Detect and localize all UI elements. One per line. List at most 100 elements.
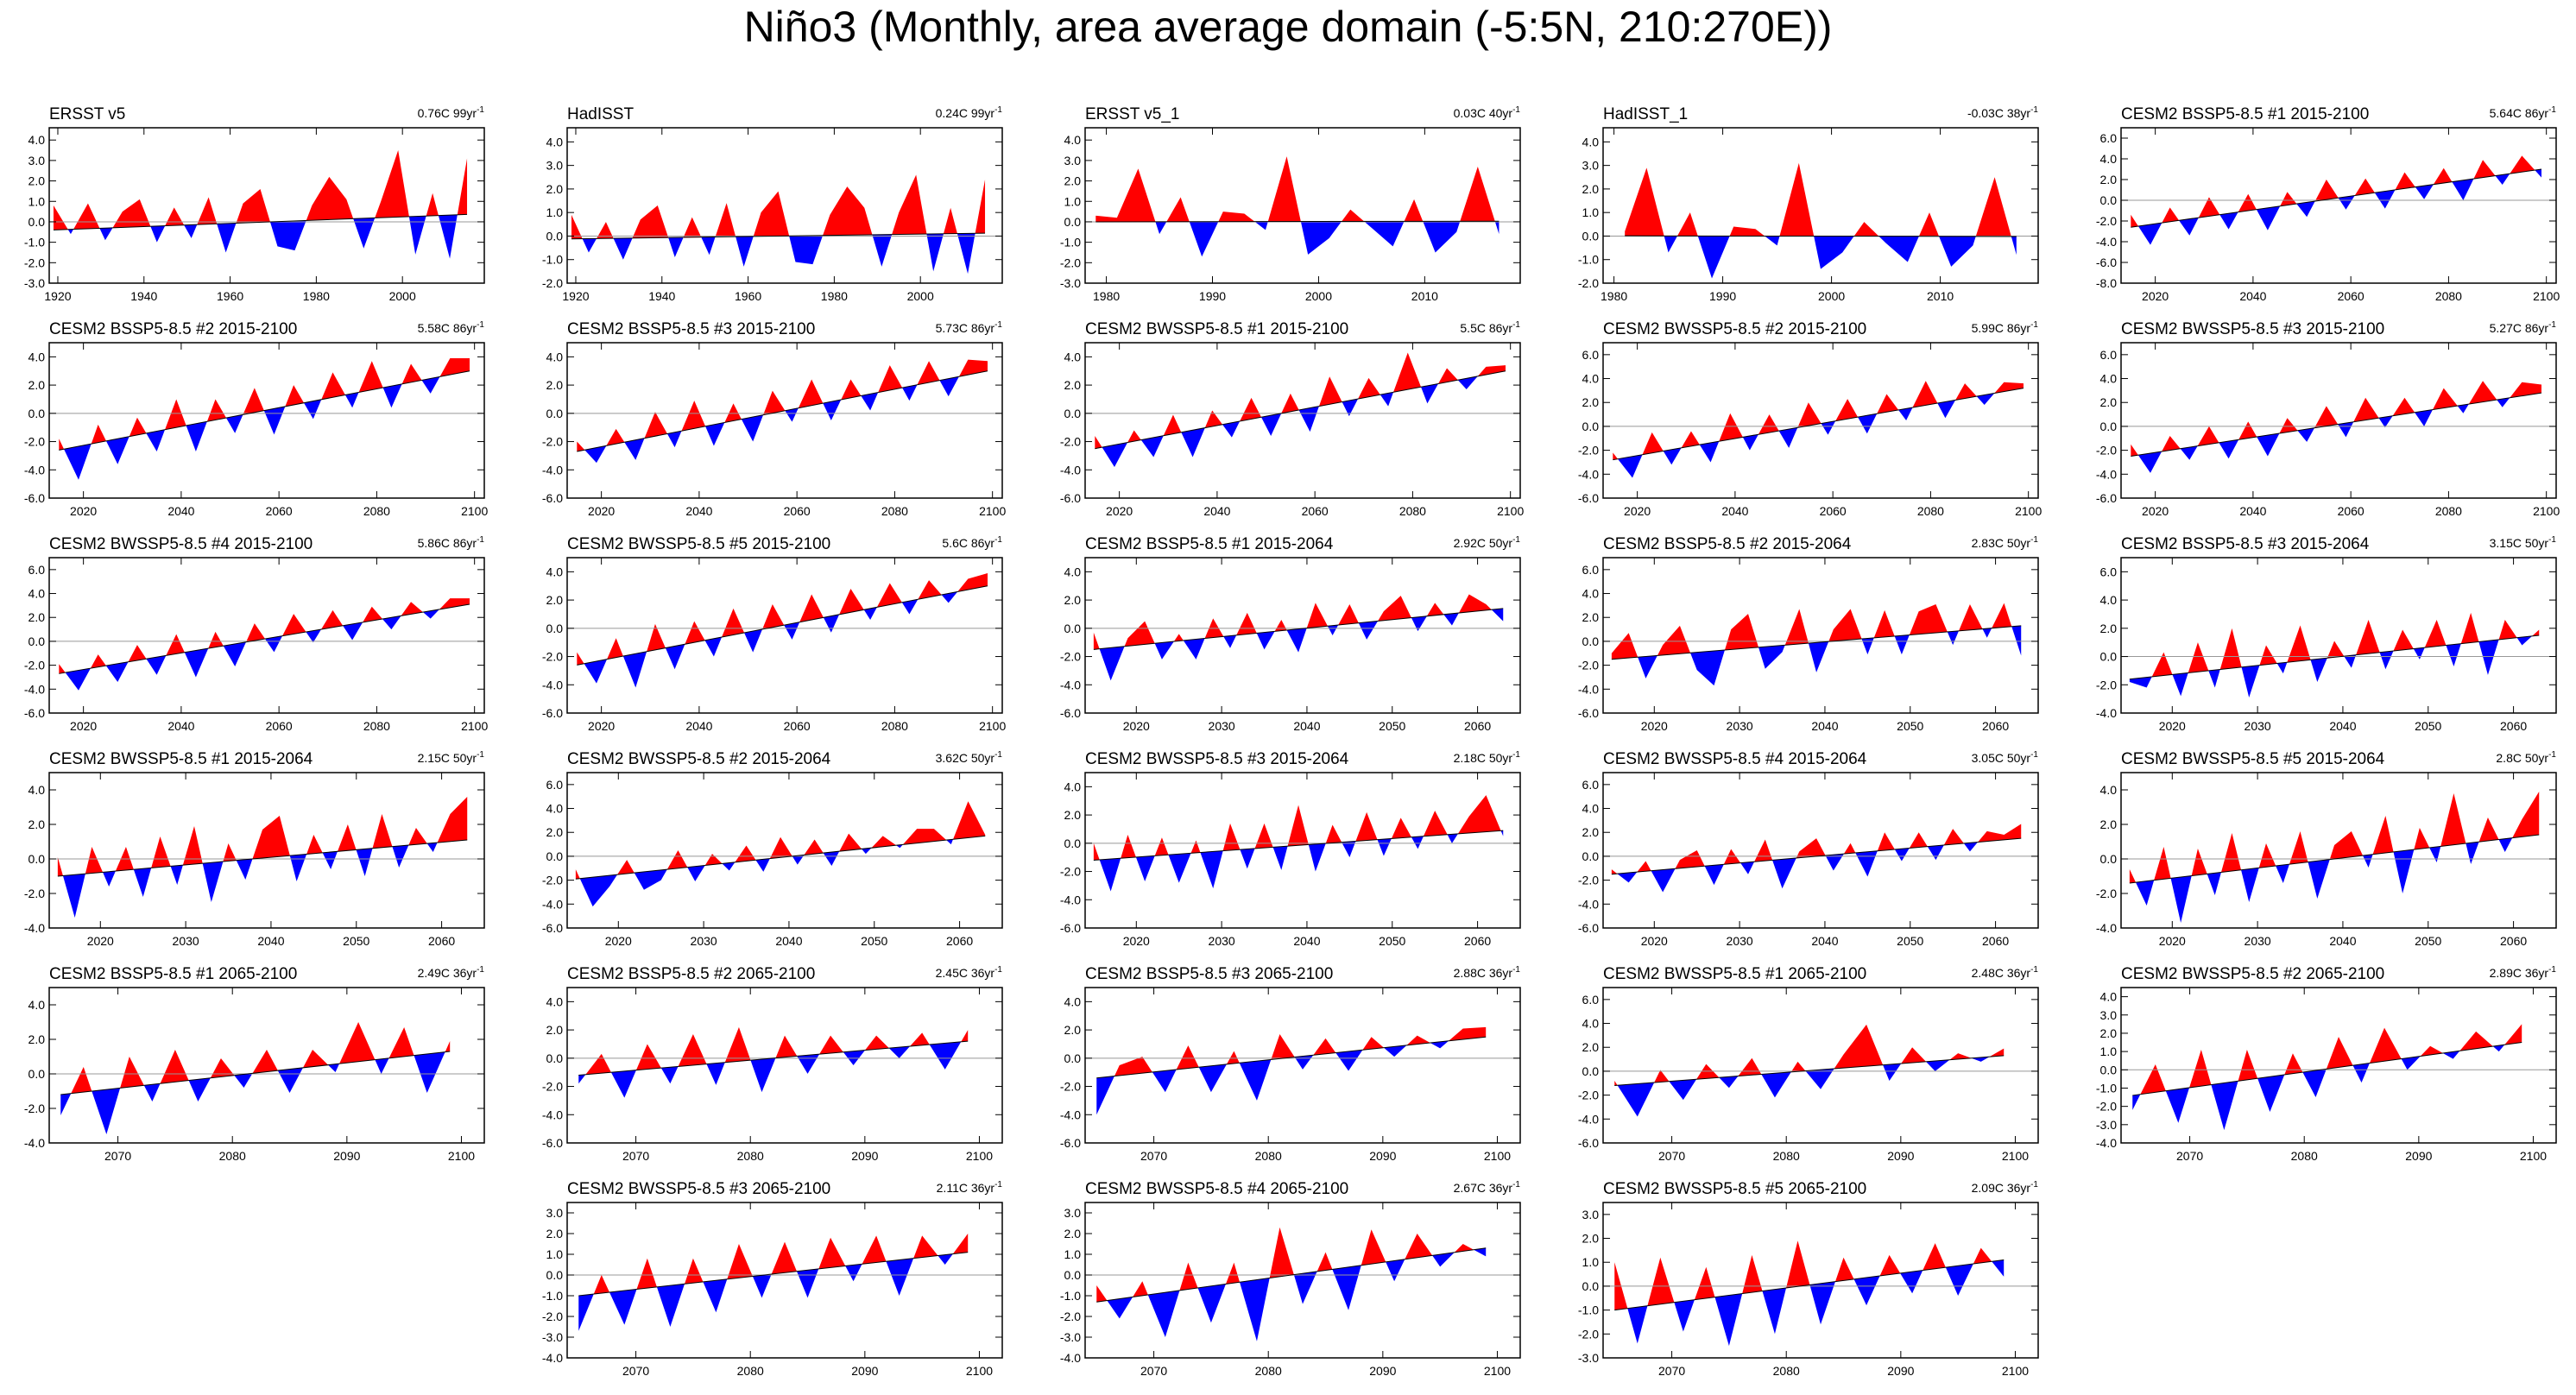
- panel-title: CESM2 BSSP5-8.5 #1 2015-2064: [1085, 535, 1334, 553]
- y-tick-label: 2.0: [546, 593, 564, 607]
- y-tick-label: -2.0: [24, 659, 45, 672]
- trend-line: [2129, 634, 2540, 680]
- y-tick-label: 2.0: [2100, 395, 2118, 409]
- trend-annotation-sup: -1: [1512, 320, 1520, 330]
- y-tick-label: 0.0: [546, 229, 564, 243]
- x-tick-label: 2030: [1209, 934, 1235, 948]
- trend-annotation: 2.45C 36yr-1: [936, 965, 1003, 980]
- y-tick-label: -6.0: [1578, 921, 1599, 935]
- y-tick-label: -1.0: [1060, 1289, 1081, 1303]
- trend-annotation-sup: -1: [2548, 750, 2556, 760]
- panel-title: CESM2 BSSP5-8.5 #2 2015-2064: [1603, 535, 1852, 553]
- y-tick-label: 4.0: [28, 587, 46, 601]
- trend-line: [1614, 1055, 2005, 1087]
- x-tick-label: 2100: [2002, 1149, 2029, 1163]
- y-tick-label: -1.0: [542, 1289, 563, 1303]
- plot-frame: [1602, 342, 2039, 499]
- y-tick-label: 2.0: [1064, 593, 1082, 607]
- trend-annotation: 3.62C 50yr-1: [936, 750, 1003, 765]
- y-tick-label: -4.0: [1060, 1351, 1081, 1365]
- x-tick-label: 2040: [257, 934, 284, 948]
- panel-title: CESM2 BWSSP5-8.5 #3 2015-2064: [1085, 750, 1349, 768]
- trend-annotation: 2.49C 36yr-1: [418, 965, 485, 980]
- x-tick-label: 2040: [2329, 934, 2356, 948]
- trend-annotation-text: 2.49C 36yr: [418, 966, 477, 980]
- x-tick-label: 2060: [1464, 934, 1491, 948]
- panel: CESM2 BSSP5-8.5 #2 2065-2100 2.45C 36yr-1…: [542, 965, 1003, 1163]
- y-tick-label: -2.0: [1578, 659, 1599, 672]
- y-tick-label: 4.0: [1582, 135, 1600, 148]
- y-tick-label: 0.0: [1064, 1051, 1082, 1065]
- trend-line: [1611, 837, 2022, 875]
- y-tick-label: -4.0: [1060, 463, 1081, 477]
- plot-frame: [48, 987, 485, 1144]
- y-tick-label: -6.0: [542, 921, 563, 935]
- x-tick-label: 2090: [851, 1149, 878, 1163]
- x-tick-label: 2070: [104, 1149, 131, 1163]
- y-tick-label: 1.0: [546, 1247, 564, 1261]
- y-tick-label: 0.0: [28, 215, 46, 229]
- trend-annotation: 2.11C 36yr-1: [937, 1180, 1003, 1195]
- y-tick-label: 2.0: [1582, 182, 1600, 196]
- x-tick-label: 2020: [87, 934, 114, 948]
- plot-frame: [1602, 127, 2039, 284]
- x-tick-label: 2050: [1897, 719, 1923, 733]
- plot-frame: [2120, 127, 2557, 284]
- trend-line: [575, 835, 986, 880]
- y-tick-label: -2.0: [2096, 444, 2117, 458]
- y-tick-label: 0.0: [1582, 634, 1600, 648]
- x-tick-label: 2080: [2435, 289, 2462, 303]
- y-tick-label: 0.0: [1064, 215, 1082, 229]
- x-tick-label: 2040: [1811, 934, 1838, 948]
- x-tick-label: 2040: [2239, 289, 2266, 303]
- x-tick-label: 2100: [979, 504, 1006, 518]
- x-tick-label: 2060: [428, 934, 455, 948]
- y-tick-label: 0.0: [1064, 407, 1082, 420]
- y-tick-label: 4.0: [2100, 372, 2118, 386]
- y-tick-label: 4.0: [2100, 152, 2118, 166]
- x-tick-label: 2090: [1887, 1149, 1914, 1163]
- x-tick-label: 2030: [1209, 719, 1235, 733]
- panel-title: CESM2 BWSSP5-8.5 #2 2065-2100: [2121, 965, 2384, 983]
- y-tick-label: -4.0: [1578, 682, 1599, 696]
- y-tick-label: -4.0: [24, 921, 45, 935]
- x-tick-label: 2040: [167, 504, 194, 518]
- y-tick-label: 2.0: [1064, 1227, 1082, 1240]
- panel: CESM2 BWSSP5-8.5 #5 2015-2100 5.6C 86yr-1…: [542, 535, 1007, 733]
- x-tick-label: 2100: [461, 504, 488, 518]
- x-tick-label: 2050: [1379, 719, 1405, 733]
- x-tick-label: 2030: [2245, 934, 2271, 948]
- y-tick-label: -3.0: [1060, 276, 1081, 290]
- plot-frame: [1084, 1202, 1521, 1359]
- y-tick-label: -2.0: [542, 276, 563, 290]
- plot-frame: [1084, 987, 1521, 1144]
- trend-annotation-text: 5.27C 86yr: [2490, 321, 2549, 335]
- x-tick-label: 2020: [2142, 504, 2169, 518]
- trend-annotation-text: 3.62C 50yr: [936, 751, 995, 765]
- panel-title: CESM2 BWSSP5-8.5 #5 2065-2100: [1603, 1180, 1866, 1198]
- x-tick-label: 2040: [1203, 504, 1230, 518]
- y-tick-label: 1.0: [1582, 205, 1600, 219]
- plot-frame: [2120, 772, 2557, 929]
- x-tick-label: 2090: [2405, 1149, 2432, 1163]
- trend-annotation-sup: -1: [1512, 1180, 1520, 1190]
- x-tick-label: 2060: [946, 934, 973, 948]
- y-tick-label: -2.0: [2096, 214, 2117, 228]
- plot-frame: [2120, 557, 2557, 714]
- x-tick-label: 2050: [2415, 934, 2441, 948]
- panel: CESM2 BWSSP5-8.5 #1 2015-2100 5.5C 86yr-1…: [1060, 320, 1525, 518]
- y-tick-label: 3.0: [28, 154, 46, 167]
- x-tick-label: 2090: [1369, 1149, 1396, 1163]
- area-below-trend: [1096, 1033, 1487, 1115]
- y-tick-label: 1.0: [1064, 1247, 1082, 1261]
- y-tick-label: 4.0: [546, 565, 564, 578]
- x-tick-label: 2030: [2245, 719, 2271, 733]
- y-tick-label: 0.0: [546, 849, 564, 863]
- trend-annotation-text: 2.15C 50yr: [418, 751, 477, 765]
- y-tick-label: -3.0: [542, 1330, 563, 1344]
- plot-frame: [2120, 987, 2557, 1144]
- panel-title: HadISST_1: [1603, 105, 1688, 123]
- x-tick-label: 2060: [266, 504, 293, 518]
- trend-annotation-text: 2.8C 50yr: [2496, 751, 2548, 765]
- y-tick-label: 2.0: [28, 610, 46, 624]
